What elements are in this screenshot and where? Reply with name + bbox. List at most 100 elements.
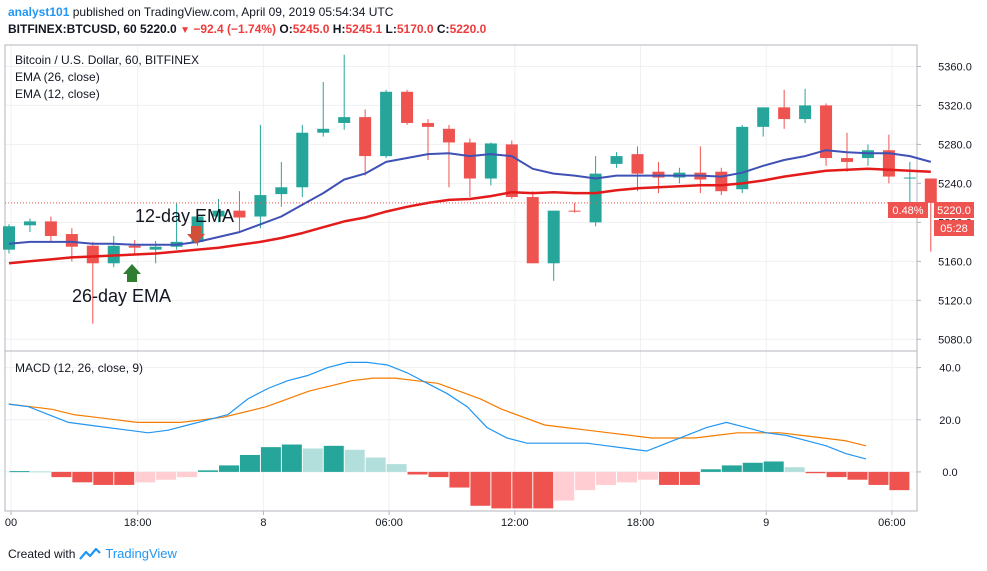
candle-body	[149, 246, 162, 250]
candle-body	[212, 210, 225, 217]
ema26-annotation: 26-day EMA	[72, 286, 171, 306]
high-label: H:	[332, 22, 346, 36]
ema-lines	[8, 149, 932, 265]
open-value: 5245.0	[292, 22, 330, 36]
histogram-bar	[449, 471, 470, 488]
histogram-bar	[596, 471, 617, 485]
histogram-bar	[30, 471, 51, 473]
candle-body	[547, 210, 560, 264]
candle-body	[799, 105, 812, 120]
candle-body	[3, 226, 15, 250]
candle-body	[254, 195, 267, 217]
candle-body	[778, 107, 791, 120]
candle-body	[903, 177, 916, 179]
last-price: 5220.0	[140, 22, 177, 36]
histogram-bar	[260, 447, 281, 472]
signal-line	[9, 377, 867, 447]
candle-body	[505, 144, 518, 198]
price-tick-label: 5360.0	[938, 61, 972, 73]
price-tick-label: 5240.0	[938, 178, 972, 190]
time-tick-label: 18:00	[627, 517, 655, 529]
price-tick-label: 5080.0	[938, 334, 972, 346]
price-tick-label: 5160.0	[938, 256, 972, 268]
histogram-bar	[323, 445, 344, 472]
candle-body	[484, 143, 497, 179]
histogram-bar	[239, 454, 260, 472]
macd-tick-label: 0.0	[942, 467, 957, 479]
histogram-bar	[805, 471, 826, 474]
candle-body	[296, 132, 309, 188]
histogram-bar	[281, 444, 302, 472]
time-tick-label: 06:00	[878, 517, 906, 529]
price-badge-text: 5220.0	[937, 205, 971, 217]
histogram-bar	[365, 457, 386, 472]
histogram-bar	[554, 471, 575, 501]
candle-body	[841, 158, 853, 162]
histogram-bar	[198, 470, 219, 472]
candle-body	[736, 126, 749, 190]
pct-badge-text: 0.48%	[892, 205, 923, 217]
histogram-bar	[156, 471, 177, 480]
histogram-bar	[658, 471, 679, 485]
histogram-bar	[51, 471, 72, 478]
publisher-username[interactable]: analyst101	[8, 5, 70, 19]
candle-body	[380, 91, 393, 157]
countdown-badge-text: 05:28	[940, 223, 968, 235]
histogram-bar	[407, 471, 428, 475]
time-tick-label: 00	[5, 517, 17, 529]
candle-body	[44, 221, 57, 237]
histogram-bar	[638, 471, 658, 480]
histogram-bar	[219, 465, 239, 472]
histogram-bar	[72, 471, 93, 483]
candle-body	[317, 128, 330, 133]
candle-body	[233, 210, 246, 218]
symbol-line: BITFINEX:BTCUSD, 60	[8, 22, 137, 36]
tradingview-brand-link[interactable]: TradingView	[105, 546, 177, 561]
pct-badge	[888, 202, 928, 218]
ema12-annotation: 12-day EMA	[135, 206, 234, 226]
time-tick-label: 8	[260, 517, 266, 529]
down-arrow-icon	[187, 226, 205, 244]
candle-body	[715, 171, 728, 192]
price-tick-label: 5320.0	[938, 100, 972, 112]
candlestick-series	[3, 54, 937, 324]
price-axis: 5080.05120.05160.05200.05240.05280.05320…	[917, 61, 972, 479]
candle-body	[442, 128, 455, 143]
histogram-bar	[679, 471, 700, 485]
candle-body	[338, 117, 351, 123]
countdown-badge	[934, 220, 974, 236]
price-tick-label: 5280.0	[938, 139, 972, 151]
candle-body	[568, 210, 581, 212]
open-label: O:	[279, 22, 293, 36]
histogram-bar	[302, 448, 323, 472]
ema12-line	[8, 149, 932, 246]
low-label: L:	[385, 22, 397, 36]
ema26-line	[8, 167, 931, 265]
footer: Created with TradingView	[8, 546, 177, 561]
price-change: −92.4 (−1.74%)	[193, 22, 277, 36]
histogram-bar	[826, 471, 847, 478]
close-value: 5220.0	[449, 22, 487, 36]
trading-chart[interactable]: 5080.05120.05160.05200.05240.05280.05320…	[0, 44, 987, 540]
macd-legend: MACD (12, 26, close, 9)	[15, 361, 143, 375]
histogram-bar	[344, 449, 365, 472]
plot-frame	[4, 44, 918, 512]
candle-body	[86, 245, 99, 264]
candle-body	[422, 122, 434, 127]
histogram-bar	[9, 471, 30, 473]
high-value: 5245.1	[345, 22, 383, 36]
candle-body	[757, 107, 770, 127]
candle-body	[275, 187, 288, 195]
down-triangle-icon: ▼	[180, 25, 190, 36]
series-title: Bitcoin / U.S. Dollar, 60, BITFINEX	[15, 53, 199, 67]
up-arrow-icon	[123, 264, 141, 282]
candle-body	[924, 178, 937, 203]
time-tick-label: 9	[763, 517, 769, 529]
macd-tick-label: 20.0	[939, 415, 960, 427]
histogram-bar	[512, 471, 533, 509]
histogram-bar	[868, 471, 889, 485]
candle-body	[610, 156, 623, 164]
time-tick-label: 12:00	[501, 517, 529, 529]
symbol-info: BITFINEX:BTCUSD, 60 5220.0 ▼ −92.4 (−1.7…	[8, 22, 486, 36]
ema12-legend: EMA (12, close)	[15, 87, 100, 101]
